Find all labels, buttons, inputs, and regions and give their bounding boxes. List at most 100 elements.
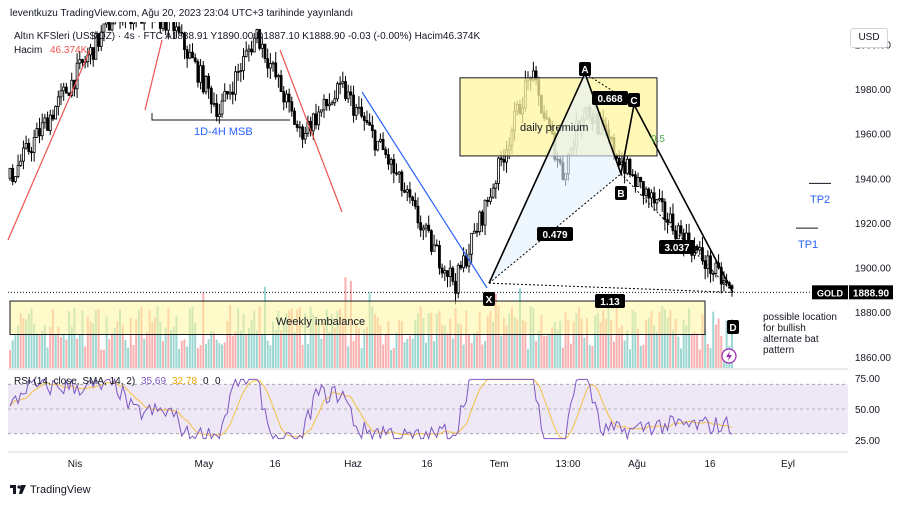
volume-bar: [532, 307, 535, 368]
volume-bar: [688, 308, 691, 368]
volume-bar: [355, 324, 358, 368]
volume-bar: [696, 333, 699, 368]
candle-body: [384, 149, 388, 156]
candle-body: [486, 199, 490, 202]
msb-line: [151, 113, 290, 121]
volume-bar: [347, 346, 350, 368]
candle-body: [427, 224, 431, 232]
volume-bar: [406, 338, 409, 368]
volume-bar: [564, 312, 567, 368]
volume-bar: [400, 321, 403, 368]
tradingview-logo[interactable]: TradingView: [10, 484, 91, 496]
volume-bar: [596, 312, 599, 368]
candle-body: [397, 171, 401, 175]
candle-body: [215, 102, 219, 117]
volume-bar: [221, 344, 224, 368]
volume-bar: [272, 321, 275, 368]
volume-bar: [513, 316, 516, 368]
candle-body: [177, 26, 181, 33]
note-line: alternate bat: [763, 334, 819, 345]
point-c-label-box: [628, 93, 640, 107]
volume-bar: [323, 321, 326, 368]
candle-body: [247, 48, 251, 52]
imbalance-label: Weekly imbalance: [276, 316, 365, 328]
volume-bar: [467, 334, 470, 368]
volume-bar: [416, 313, 419, 368]
volume-bar: [229, 305, 232, 368]
volume-bar: [438, 311, 441, 368]
candle-body: [658, 198, 661, 201]
candle-body: [107, 22, 111, 31]
candle-body: [322, 98, 326, 111]
candle-body: [655, 199, 659, 204]
volume-bar: [306, 344, 309, 368]
candle-body: [319, 109, 323, 113]
rsi-line: [9, 377, 733, 441]
rsi-value-4: 0: [215, 376, 221, 387]
volume-bar: [290, 308, 293, 368]
volume-bar: [545, 335, 548, 368]
candle-body: [38, 128, 41, 137]
candle-body: [56, 96, 60, 107]
msb-label: 1D-4H MSB: [194, 126, 253, 138]
candle-body: [668, 213, 672, 223]
candle-body: [462, 255, 465, 269]
candle-body: [354, 107, 358, 116]
candle-body: [317, 111, 321, 126]
candle-body: [336, 83, 339, 100]
volume-bar: [537, 330, 540, 368]
gold-tag-box: [812, 285, 848, 300]
candle-body: [373, 130, 377, 151]
volume-bar: [583, 337, 586, 368]
candle-body: [448, 267, 452, 277]
candle-body: [285, 93, 288, 103]
point-x-label: X: [486, 295, 493, 306]
volume-label: Hacim: [14, 45, 42, 56]
candle-body: [429, 230, 433, 252]
volume-bar: [422, 317, 425, 368]
candle-body: [164, 22, 168, 31]
volume-bar: [580, 318, 583, 368]
currency-selector[interactable]: USD: [850, 28, 888, 48]
candle-body: [138, 8, 140, 21]
volume-bar: [231, 335, 234, 368]
ratio-xa-label-box: [537, 227, 573, 241]
price-tick: 1960.00: [855, 130, 892, 141]
candle-body: [91, 47, 95, 60]
candle-body: [497, 157, 500, 184]
candle-body: [172, 22, 176, 32]
volume-bar: [615, 305, 618, 368]
candle-body: [59, 90, 63, 98]
time-tick: Eyl: [781, 459, 795, 470]
candle-body: [499, 157, 503, 160]
volume-bar: [301, 344, 304, 368]
candle-body: [8, 168, 12, 179]
candle-body: [698, 247, 702, 251]
volume-bar: [663, 309, 666, 368]
volume-bar: [304, 313, 307, 368]
candle-body: [295, 124, 299, 128]
volume-bar: [49, 327, 52, 368]
volume-bar: [588, 344, 591, 368]
volume-bar: [712, 311, 715, 368]
volume-bar: [102, 349, 105, 368]
candle-body: [376, 140, 380, 151]
note-line: for bullish: [763, 323, 806, 334]
candle-body: [360, 106, 364, 117]
volume-bar: [709, 347, 712, 368]
candle-body: [480, 211, 484, 226]
candle-body: [258, 29, 262, 49]
volume-bar: [658, 311, 661, 368]
volume-bar: [594, 315, 597, 368]
volume-bar: [671, 330, 674, 368]
candle-body: [628, 158, 632, 176]
volume-bar: [408, 335, 411, 368]
volume-bar: [572, 321, 575, 368]
price-tick: 1980.00: [855, 85, 892, 96]
time-tick: Haz: [344, 459, 362, 470]
candle-body: [701, 247, 704, 262]
volume-bar: [172, 326, 175, 368]
candle-body: [51, 114, 55, 120]
volume-bar: [481, 344, 484, 368]
